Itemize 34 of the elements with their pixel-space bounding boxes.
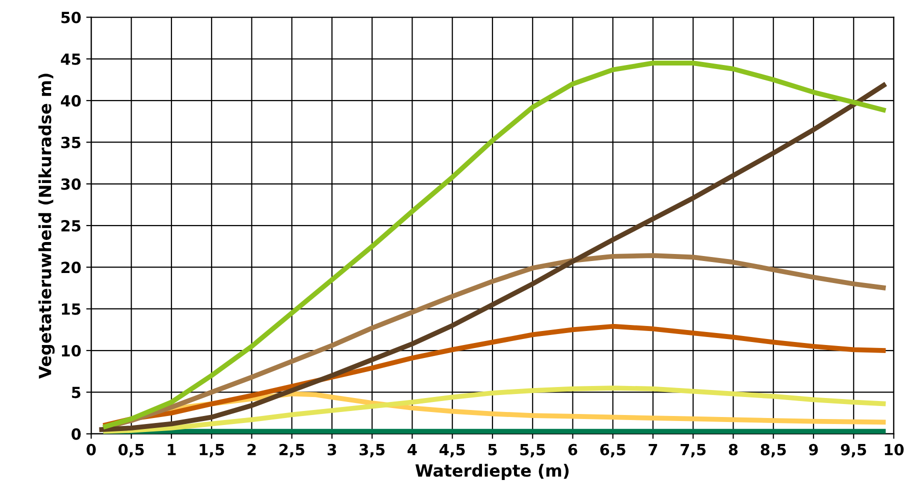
x-axis-title: Waterdiepte (m) (415, 464, 569, 480)
x-tick-label: 7,5 (680, 444, 706, 458)
x-tick-label: 4,5 (440, 444, 465, 458)
x-tick-label: 6 (568, 444, 578, 456)
y-tick-label: 5 (72, 386, 80, 398)
x-tick-label: 7 (648, 444, 658, 456)
x-tick-label: 5,5 (520, 444, 546, 458)
y-tick-label: 0 (72, 428, 81, 440)
y-tick-label: 10 (62, 344, 81, 357)
x-tick-label: 9 (808, 444, 818, 456)
y-tick-label: 50 (61, 12, 81, 24)
x-tick-label: 3,5 (360, 444, 385, 458)
x-tick-label: 8 (728, 444, 738, 456)
y-tick-label: 20 (61, 262, 81, 274)
x-tick-label: 10 (884, 444, 904, 456)
x-tick-label: 6,5 (600, 444, 626, 458)
x-tick-label: 3 (328, 444, 336, 456)
y-tick-label: 45 (60, 54, 80, 65)
y-tick-label: 30 (61, 178, 81, 190)
y-tick-label: 15 (62, 304, 80, 315)
x-tick-label: 2,5 (280, 444, 304, 458)
x-tick-label: 1 (168, 444, 176, 456)
x-tick-label: 4 (408, 444, 417, 456)
x-tick-label: 2 (248, 444, 256, 456)
x-tick-label: 0 (86, 444, 96, 456)
y-tick-label: 35 (61, 136, 80, 148)
y-tick-label: 40 (60, 95, 81, 107)
x-tick-label: 5 (488, 444, 497, 456)
x-tick-label: 0,5 (118, 444, 144, 458)
y-tick-label: 25 (61, 220, 80, 232)
x-tick-label: 1,5 (200, 444, 224, 458)
x-tick-label: 9,5 (840, 444, 866, 458)
x-tick-label: 8,5 (760, 444, 786, 458)
y-axis-title: Vegetatieruwheid (Nikuradse m) (38, 74, 55, 379)
